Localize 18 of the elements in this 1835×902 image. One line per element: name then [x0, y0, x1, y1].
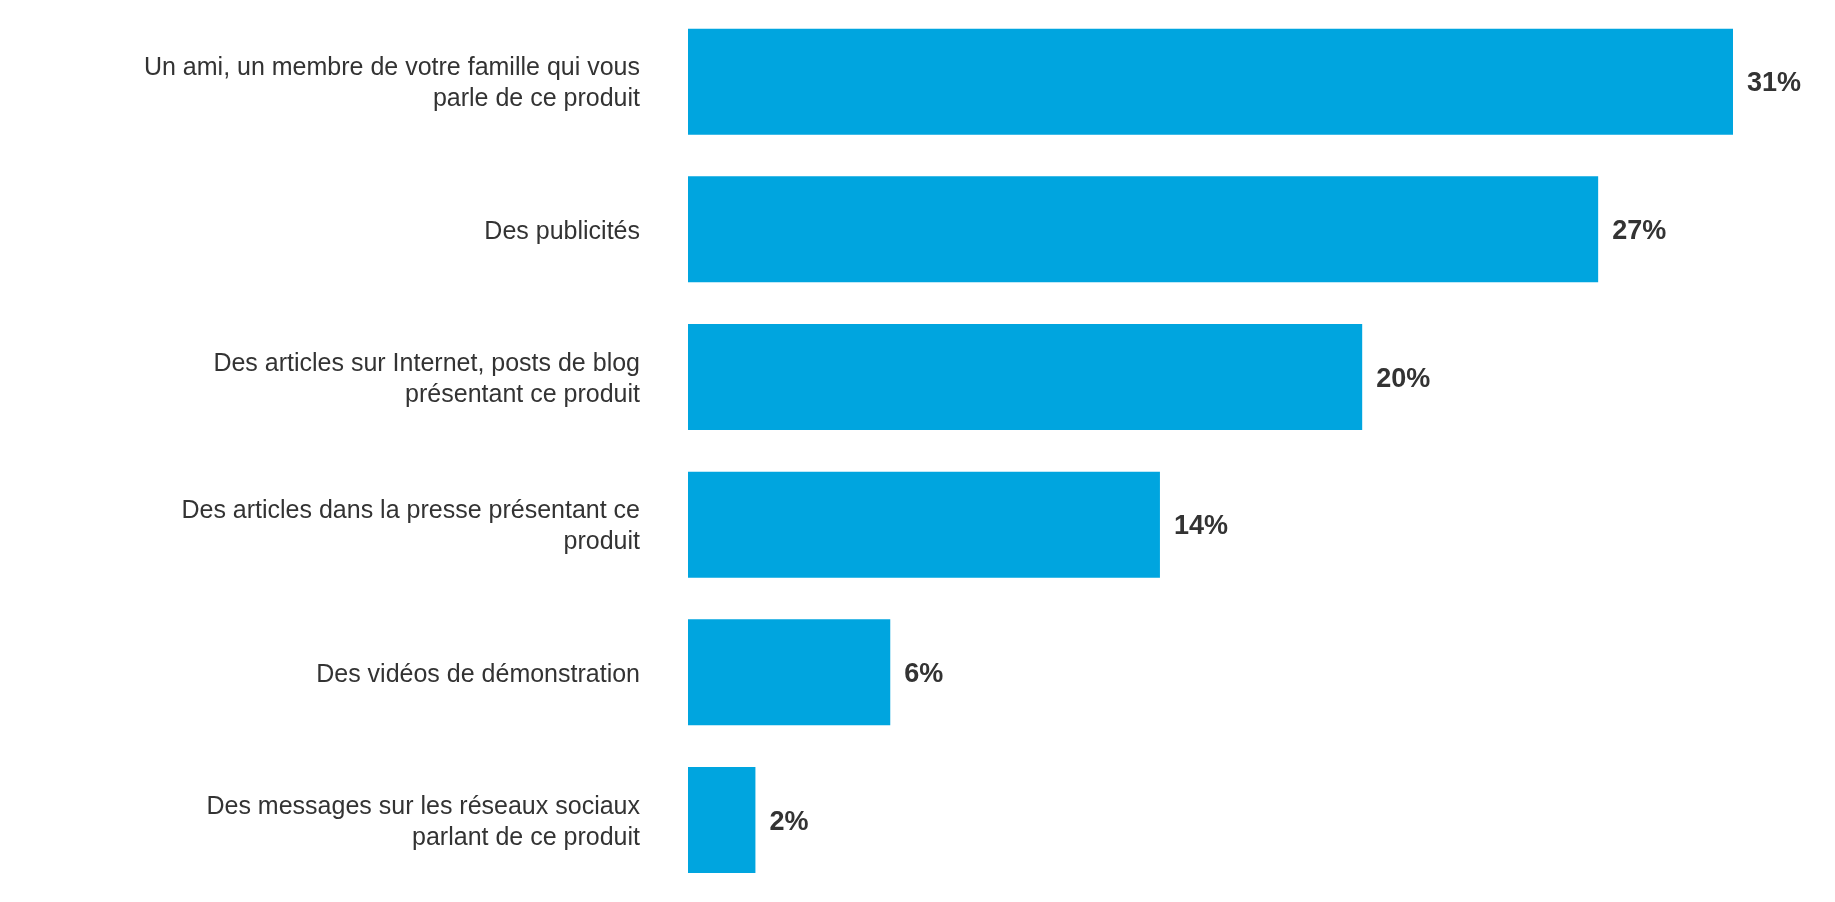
data-label: 14%: [1173, 510, 1228, 541]
y-tick-label: Des vidéos de démonstration: [316, 658, 640, 687]
y-tick-label: Des messages sur les réseaux sociaux parlant de ce produit: [206, 790, 641, 850]
data-label: 20%: [1376, 362, 1431, 393]
y-tick-label: Des publicités: [484, 215, 640, 244]
bar: [688, 176, 1599, 283]
y-tick-label: Des articles sur Internet, posts de blog présentant ce produit: [213, 347, 641, 407]
bar: [688, 619, 891, 726]
data-label: 2%: [769, 805, 809, 836]
y-tick-label: Des articles dans la presse présentant ce produit: [181, 495, 641, 555]
bar: [688, 324, 1363, 431]
bar: [688, 28, 1733, 135]
bar: [688, 767, 756, 874]
data-label: 6%: [904, 657, 944, 688]
bar: [688, 471, 1160, 578]
data-label: 27%: [1612, 214, 1667, 245]
y-tick-label: Un ami, un membre de votre famille qui vous parle de ce produit: [143, 52, 641, 112]
data-label: 31%: [1747, 67, 1802, 98]
